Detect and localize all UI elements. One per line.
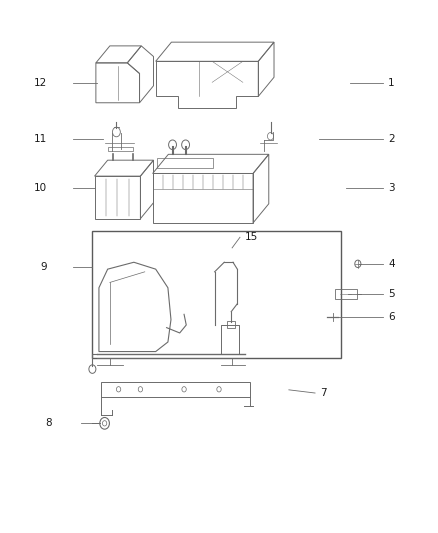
Text: 9: 9 (40, 262, 47, 271)
Bar (227, 321, 235, 328)
Text: 11: 11 (34, 134, 47, 144)
Text: 1: 1 (388, 78, 395, 88)
Bar (92, 231, 341, 358)
Text: 7: 7 (320, 388, 327, 398)
Text: 10: 10 (34, 183, 47, 193)
Text: 12: 12 (34, 78, 47, 88)
Text: 3: 3 (388, 183, 395, 193)
Text: 4: 4 (388, 259, 395, 269)
Bar (101, 382, 250, 397)
Text: 15: 15 (245, 232, 258, 243)
Text: 2: 2 (388, 134, 395, 144)
Text: 8: 8 (46, 418, 52, 429)
Text: 5: 5 (388, 289, 395, 299)
Text: 6: 6 (388, 312, 395, 322)
